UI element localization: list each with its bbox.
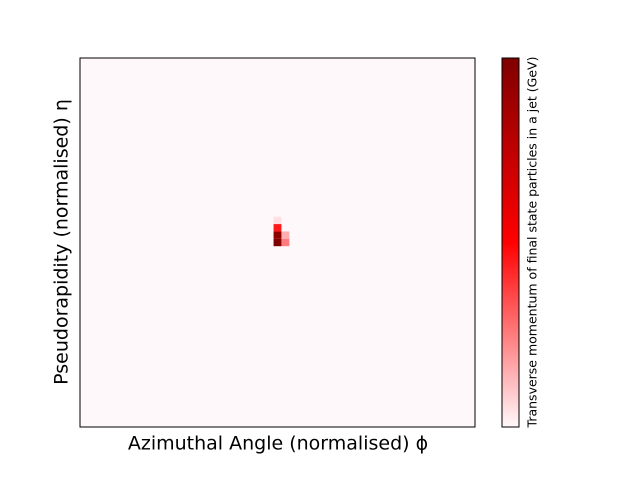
heatmap-cell	[273, 238, 282, 247]
plot-frame	[79, 57, 476, 428]
heatmap-cell	[281, 238, 290, 247]
y-axis-label: Pseudorapidity (normalised) η	[51, 99, 73, 385]
heatmap-cell	[273, 224, 282, 232]
x-axis-label: Azimuthal Angle (normalised) ϕ	[128, 433, 428, 455]
heatmap-cell	[281, 231, 290, 239]
colorbar-label: Transverse momentum of final state parti…	[525, 57, 540, 429]
heatmap-cell	[273, 231, 282, 239]
heatmap-cell	[273, 216, 282, 225]
colorbar	[501, 57, 520, 428]
